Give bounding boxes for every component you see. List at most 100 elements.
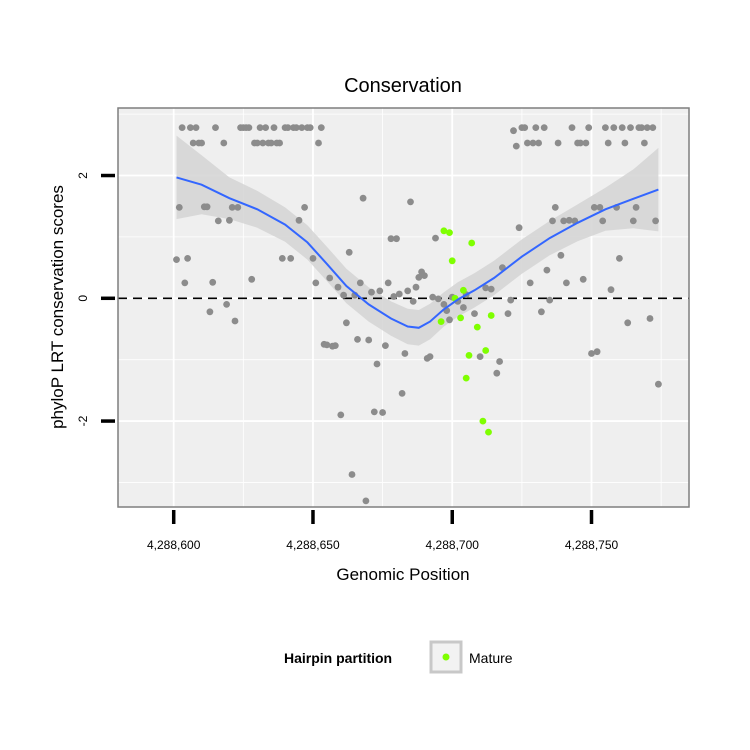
mature-point <box>462 374 470 382</box>
other-point <box>323 341 331 349</box>
other-point <box>607 286 615 294</box>
other-point <box>373 360 381 368</box>
other-point <box>393 235 400 243</box>
other-point <box>226 216 233 224</box>
other-point <box>632 204 640 211</box>
other-point <box>434 295 442 303</box>
x-tick-label: 4,288,700 <box>426 538 480 552</box>
other-point <box>368 288 375 296</box>
other-point <box>593 348 601 356</box>
other-point <box>326 274 334 282</box>
other-point <box>404 287 412 295</box>
other-point <box>524 139 531 147</box>
other-point <box>245 124 253 131</box>
other-point <box>460 304 467 311</box>
other-point <box>317 124 325 131</box>
other-point <box>476 353 484 360</box>
smooth-line <box>176 176 659 329</box>
other-point <box>529 139 537 147</box>
y-axis-label: phyloP LRT conservation scores <box>48 185 67 429</box>
other-point <box>343 319 350 327</box>
other-point <box>259 139 267 147</box>
mature-point <box>460 286 467 294</box>
chart-title: Conservation <box>344 75 462 97</box>
other-point <box>510 127 517 135</box>
other-point <box>560 217 568 225</box>
other-point <box>270 124 278 131</box>
other-point <box>557 251 565 259</box>
other-point <box>348 471 356 478</box>
other-point <box>429 293 437 301</box>
other-point <box>407 198 414 206</box>
x-axis: 4,288,600 4,288,650 4,288,700 4,288,750 <box>147 510 619 552</box>
other-point <box>543 266 551 274</box>
other-point <box>295 216 303 224</box>
other-point <box>356 279 364 287</box>
other-point <box>409 298 417 305</box>
other-point <box>582 139 590 147</box>
other-point <box>181 279 189 287</box>
other-point <box>401 350 409 357</box>
other-point <box>345 248 353 256</box>
mature-points <box>437 227 495 436</box>
other-point <box>412 283 420 291</box>
other-point <box>549 217 556 225</box>
other-point <box>599 217 607 225</box>
other-point <box>209 278 217 286</box>
other-point <box>370 408 378 416</box>
other-point <box>551 204 559 211</box>
y-tick-label: 2 <box>76 172 90 179</box>
other-point <box>284 124 292 131</box>
x-tick-label: 4,288,650 <box>286 538 340 552</box>
other-point <box>256 124 264 131</box>
mature-point <box>437 318 445 325</box>
other-point <box>629 217 637 225</box>
other-point <box>340 291 347 299</box>
other-point <box>220 139 228 147</box>
other-point <box>546 296 554 304</box>
other-point <box>493 369 501 377</box>
other-point <box>390 293 398 300</box>
other-point <box>565 216 573 224</box>
other-point <box>554 139 562 147</box>
mature-point <box>448 257 456 265</box>
other-point <box>376 287 384 295</box>
other-point <box>446 316 453 324</box>
other-point <box>309 255 317 262</box>
smooth-confidence-band <box>176 135 659 346</box>
other-point <box>496 358 503 365</box>
other-point <box>471 310 478 317</box>
other-point <box>379 409 386 416</box>
x-tick-label: 4,288,600 <box>147 538 201 552</box>
other-point <box>604 139 612 147</box>
other-point <box>432 234 439 242</box>
other-point <box>173 256 180 263</box>
other-point <box>354 336 361 343</box>
mature-point <box>457 314 464 322</box>
x-tick-label: 4,288,750 <box>565 538 619 552</box>
mature-point <box>446 229 453 237</box>
other-point <box>538 308 545 316</box>
other-point <box>298 124 306 131</box>
other-point <box>198 139 206 147</box>
other-point <box>287 255 295 262</box>
other-point <box>596 204 604 211</box>
mature-point <box>487 312 495 319</box>
other-point <box>315 139 322 147</box>
mature-point <box>468 239 476 247</box>
other-point <box>426 353 434 360</box>
other-point <box>189 139 197 147</box>
other-point <box>192 124 200 131</box>
y-tick-label: -2 <box>76 415 90 426</box>
legend-mature-marker <box>442 653 450 661</box>
other-point <box>655 380 662 388</box>
plot-border <box>117 107 690 508</box>
other-point <box>504 310 512 317</box>
other-point <box>568 124 576 131</box>
other-point <box>292 124 300 131</box>
other-point <box>577 139 584 147</box>
other-point <box>223 301 231 308</box>
other-point <box>621 139 629 147</box>
other-point <box>398 390 406 397</box>
